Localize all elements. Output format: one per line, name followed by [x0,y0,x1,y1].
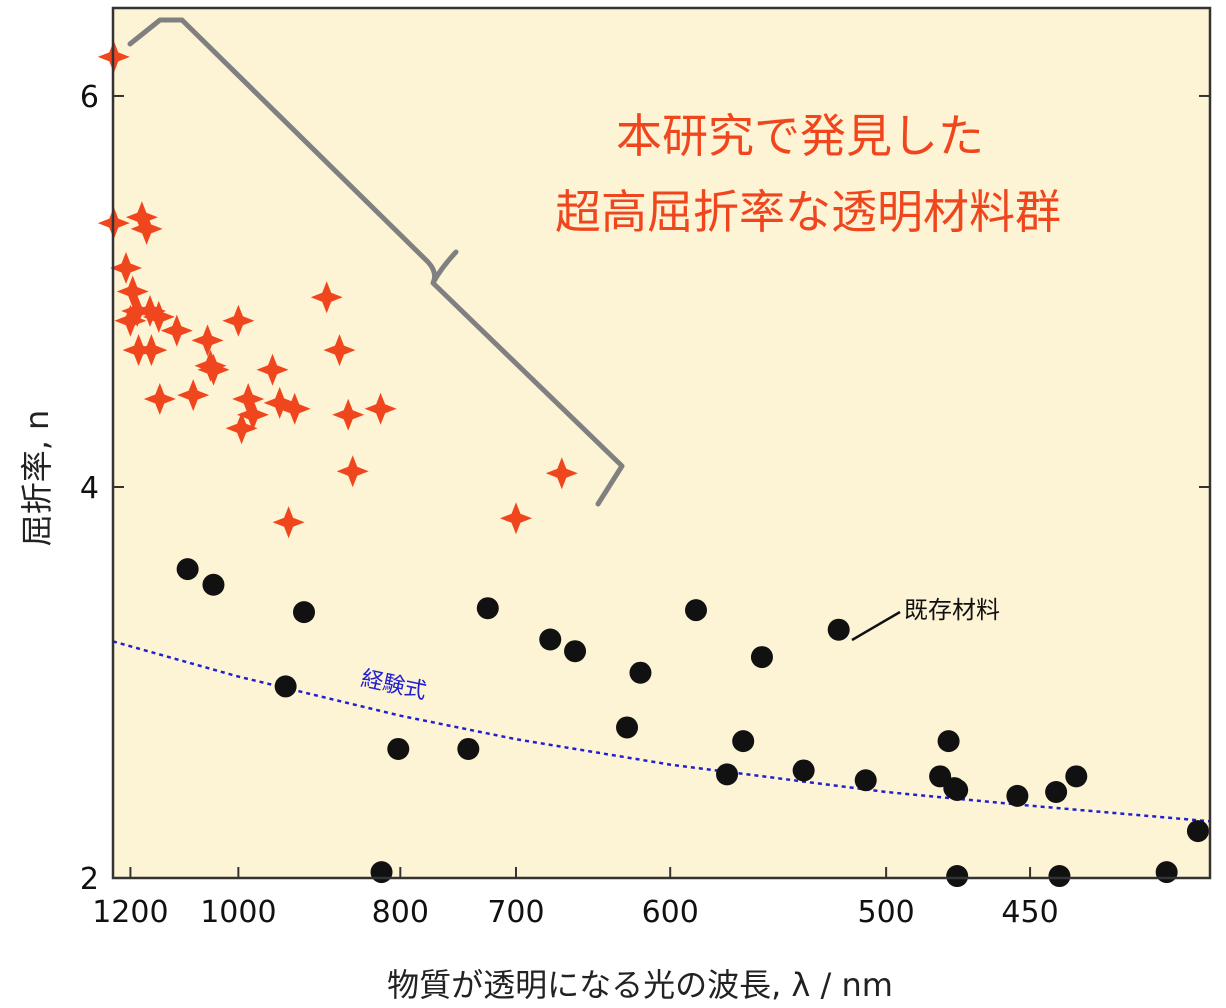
x-tick-label: 700 [487,895,544,930]
new-material-point [545,457,578,490]
existing-material-point [716,763,739,786]
existing-material-point [616,716,639,739]
existing-material-point [293,601,316,624]
existing-material-point [684,599,707,622]
existing-material-point [946,865,969,888]
existing-material-point [1155,861,1178,884]
new-material-point [364,392,397,425]
existing-material-point [854,769,877,792]
new-material-point [134,295,166,327]
headline-line-1: 本研究で発見した [616,109,984,163]
x-axis-title: 物質が透明になる光の波長, λ / nm [387,966,893,1004]
existing-label-leader [851,610,901,642]
new-material-point [197,353,230,386]
existing-material-point [1045,780,1068,803]
new-material-point [130,212,163,245]
new-material-point [272,506,305,539]
new-material-point [332,398,365,431]
new-material-point [310,281,343,314]
existing-material-point [1006,784,1029,807]
existing-material-point [732,730,755,753]
new-material-point [135,334,168,367]
x-tick-label: 450 [1001,895,1058,930]
new-material-point [177,379,210,412]
existing-material-point [476,597,499,620]
x-tick-label: 500 [857,895,914,930]
new-material-point [236,398,269,431]
existing-material-point [539,628,562,651]
y-tick-label: 2 [80,862,99,897]
new-material-point [500,502,532,535]
y-tick-label: 4 [80,471,99,506]
y-tick-label: 6 [80,80,99,115]
existing-material-point [387,737,410,760]
new-material-point [191,324,224,357]
new-material-point [160,314,193,347]
new-material-point [263,386,296,419]
existing-material-point [792,759,815,782]
x-tick-label: 1200 [92,895,168,930]
existing-material-point [937,730,960,753]
x-tick-label: 600 [642,895,699,930]
group-brace [127,17,625,507]
new-material-point [116,275,149,308]
existing-material-point [564,640,587,663]
new-material-point [143,383,176,415]
new-material-point [225,412,258,445]
brace-layer [127,17,625,507]
headline-line-2: 超高屈折率な透明材料群 [555,185,1061,239]
existing-material-point [274,675,297,698]
x-tick-label: 800 [372,895,429,930]
new-material-point [142,300,175,333]
new-material-point [278,392,311,425]
plot-frame [111,6,1212,880]
existing-material-point [176,558,199,581]
existing-material-point [457,737,480,760]
new-material-point [323,334,356,367]
plot-area [113,8,1210,878]
existing-material-point [946,779,969,802]
existing-materials-label: 既存材料 [904,596,1000,624]
new-material-point [256,353,289,386]
new-material-point [125,201,158,234]
x-tick-label: 1000 [200,895,276,930]
new-material-point [110,252,142,284]
new-material-point [232,383,265,415]
existing-material-point [202,573,225,596]
new-material-point [114,304,147,337]
existing-material-point [629,661,652,684]
new-material-point [336,455,369,488]
axis-ticks: 1200 1000 800 700 600 500 450 2 4 6 [80,80,1210,930]
existing-material-point [370,861,393,884]
existing-material-point [827,618,850,641]
new-material-point [222,304,255,337]
existing-material-point [1065,765,1088,788]
existing-material-point [1048,865,1071,888]
existing-material-point [1186,820,1209,843]
y-axis-title: 屈折率, n [18,410,56,547]
existing-material-point [750,646,773,669]
